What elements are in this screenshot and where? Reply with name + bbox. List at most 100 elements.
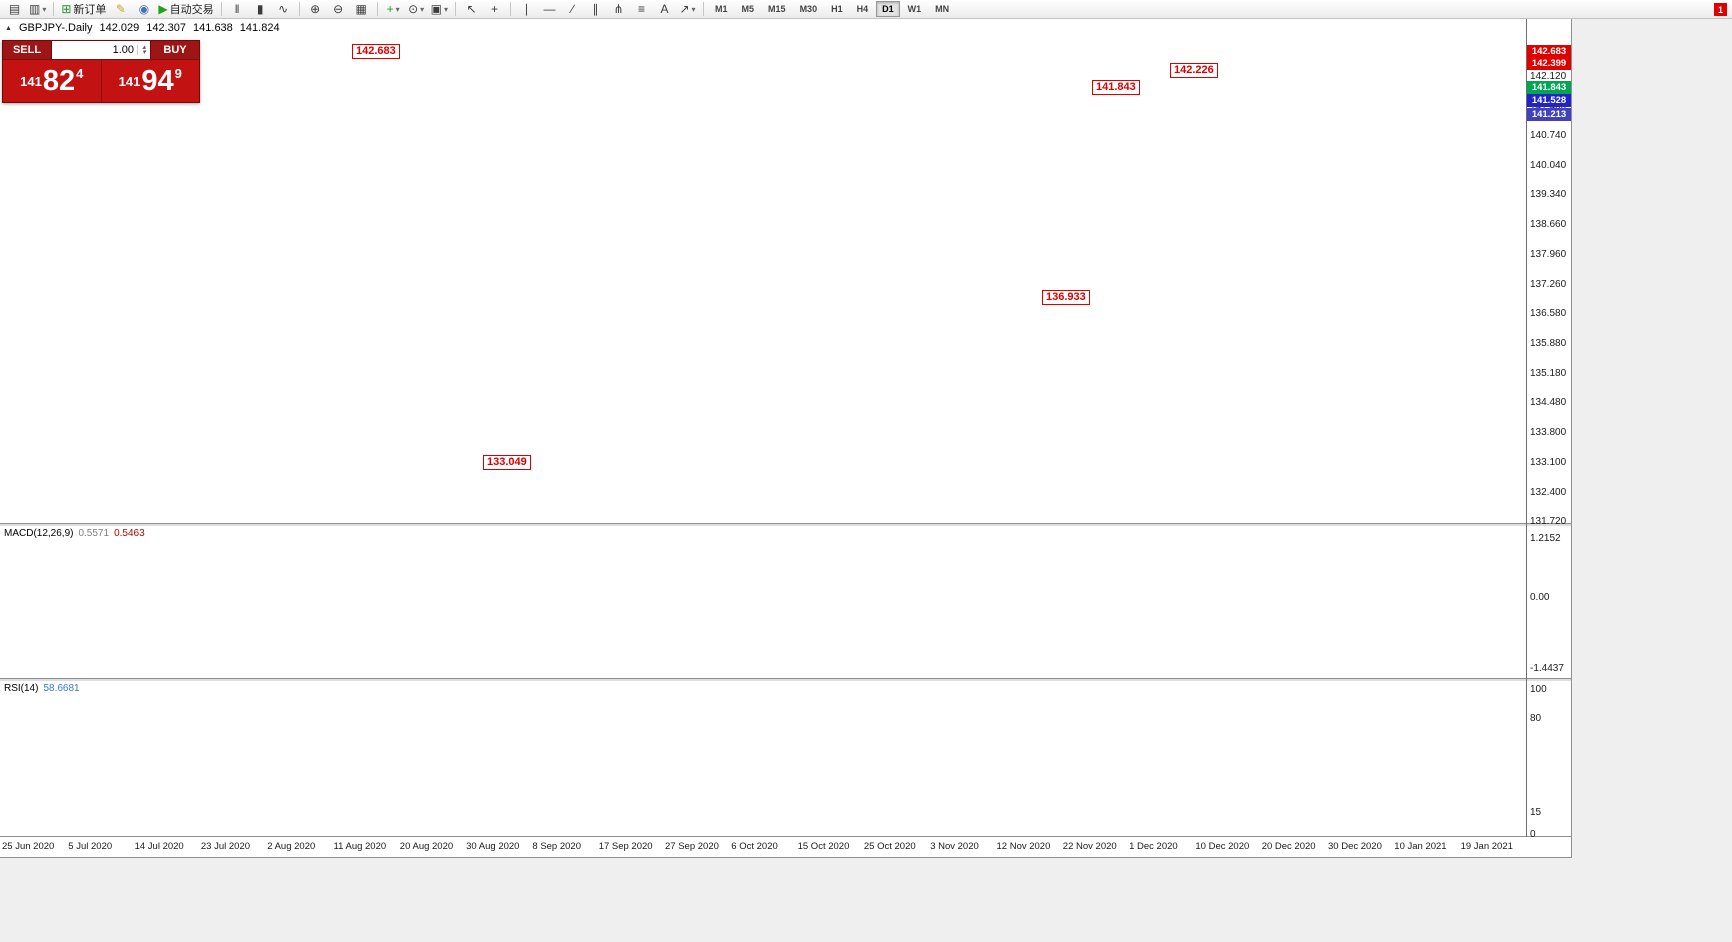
toolbar-icons: ▤ ▥ ▾ ⊞ 新订单 ✎ ◉ ▶ 自动交易 ‖ ▮ ∿ ⊕ ⊖ ▦ + ▾ ⊙ ▾ ▣ ▾ ↖ + ∣ ― ∕ ∥ ⋔ ≡ A ↗ ▾ [3, 0, 708, 18]
toolbar-separator [455, 2, 457, 16]
andrews-pitchfork-icon-glyph: ⋔ [613, 2, 624, 16]
macd-label: MACD(12,26,9) 0.5571 0.5463 [4, 528, 145, 539]
arrows-icon[interactable]: ↗ ▾ [676, 0, 699, 19]
macd-axis-label: 1.2152 [1530, 532, 1561, 544]
price-axis-label: 133.800 [1530, 426, 1567, 438]
text-label-icon[interactable]: A [653, 0, 676, 19]
sell-price[interactable]: 141 82 4 [3, 60, 102, 102]
periods-icon[interactable]: ⊙ ▾ [405, 0, 428, 19]
buy-button[interactable]: BUY [163, 44, 187, 56]
ohlc-open: 142.029 [99, 22, 140, 34]
stepper-up-icon[interactable]: ▴ [142, 44, 146, 51]
zoom-in-icon[interactable]: ⊕ [304, 0, 327, 19]
price-axis-label: 138.660 [1530, 218, 1567, 230]
price-axis-label: 137.960 [1530, 248, 1567, 260]
vertical-line-icon[interactable]: ∣ [515, 0, 538, 19]
window-bottom-border [0, 857, 1572, 858]
templates-icon[interactable]: ▣ ▾ [428, 0, 451, 19]
price-annotation[interactable]: 142.226 [1170, 63, 1218, 78]
autotrading-button[interactable]: ▶ 自动交易 [155, 0, 216, 19]
ohlc-close: 141.824 [239, 22, 280, 34]
sell-button[interactable]: SELL [12, 44, 42, 56]
cursor-icon-glyph: ↖ [466, 2, 477, 16]
periods-icon-glyph: ⊙ [408, 2, 419, 16]
new-chart-icon[interactable]: ▤ [3, 0, 26, 19]
timeframe-w1[interactable]: W1 [907, 4, 922, 14]
date-axis-label: 25 Oct 2020 [863, 841, 916, 852]
sell-price-sup: 4 [76, 66, 84, 81]
timeframe-h1[interactable]: H1 [831, 4, 843, 14]
stepper-down-icon[interactable]: ▾ [142, 49, 146, 56]
history-center-icon[interactable]: ◉ [132, 0, 155, 19]
dropdown-caret-icon: ▾ [420, 4, 425, 14]
fibonacci-icon[interactable]: ≡ [630, 0, 653, 19]
text-label-icon-glyph: A [660, 2, 669, 16]
panel-separator[interactable] [0, 523, 1571, 526]
date-axis-label: 22 Nov 2020 [1062, 841, 1117, 852]
trendline-icon[interactable]: ∕ [561, 0, 584, 19]
price-annotation[interactable]: 142.683 [352, 44, 400, 59]
price-marker-142.399: 142.399 [1527, 57, 1571, 71]
cursor-icon[interactable]: ↖ [460, 0, 483, 19]
date-axis-label: 20 Dec 2020 [1261, 841, 1316, 852]
crosshair-icon[interactable]: + [483, 0, 506, 19]
volume-input[interactable]: 1.00 ▴ ▾ [51, 41, 151, 59]
trendline-icon-glyph: ∕ [571, 2, 574, 16]
date-axis-label: 23 Jul 2020 [200, 841, 251, 852]
date-axis-label: 6 Oct 2020 [731, 841, 778, 852]
rsi-axis-label: 0 [1530, 829, 1536, 840]
indicators-icon[interactable]: + ▾ [382, 0, 405, 19]
date-axis-label: 8 Sep 2020 [532, 841, 581, 852]
rsi-value: 58.6681 [43, 683, 80, 694]
volume-stepper[interactable]: ▴ ▾ [137, 44, 150, 56]
date-axis-label: 14 Jul 2020 [134, 841, 184, 852]
tile-windows-icon[interactable]: ▦ [350, 0, 373, 19]
price-annotation[interactable]: 141.843 [1092, 80, 1140, 95]
timeframe-m5[interactable]: M5 [741, 4, 755, 14]
price-annotation[interactable]: 136.933 [1042, 290, 1090, 305]
candlestick-chart-icon[interactable]: ▮ [249, 0, 272, 19]
date-axis-label: 10 Jan 2021 [1394, 841, 1447, 852]
buy-price-sup: 9 [174, 66, 182, 81]
andrews-pitchfork-icon[interactable]: ⋔ [607, 0, 630, 19]
price-marker-141.213: 141.213 [1527, 107, 1571, 121]
timeframe-h4[interactable]: H4 [856, 4, 869, 14]
metaeditor-icon[interactable]: ✎ [109, 0, 132, 19]
price-axis-label: 136.580 [1530, 307, 1567, 319]
new-chart-icon-glyph: ▤ [8, 2, 21, 16]
chart-window [0, 19, 1572, 858]
horizontal-line-icon[interactable]: ― [538, 0, 561, 19]
horizontal-line-icon-glyph: ― [543, 2, 556, 16]
price-annotation[interactable]: 133.049 [483, 455, 531, 470]
tile-windows-icon-glyph: ▦ [355, 2, 367, 16]
timeframe-m15[interactable]: M15 [768, 4, 786, 14]
line-chart-icon[interactable]: ∿ [272, 0, 295, 19]
notification-badge[interactable]: 1 [1714, 3, 1727, 16]
price-axis-border [1526, 19, 1527, 837]
panel-separator[interactable] [0, 678, 1571, 681]
price-axis-label: 131.720 [1530, 515, 1567, 527]
equidistant-channel-icon[interactable]: ∥ [584, 0, 607, 19]
buy-price-big: 94 [141, 65, 174, 97]
price-axis-label: 133.100 [1530, 456, 1567, 468]
buy-price[interactable]: 141 94 9 [102, 60, 200, 102]
timeframe-m30[interactable]: M30 [799, 4, 818, 14]
date-axis-label: 20 Aug 2020 [399, 841, 454, 852]
price-marker-141.843: 141.843 [1527, 80, 1571, 94]
timeframe-mn[interactable]: MN [935, 4, 950, 14]
price-marker-142.683: 142.683 [1527, 44, 1571, 58]
bar-chart-icon[interactable]: ‖ [226, 0, 249, 19]
sell-price-prefix: 141 [20, 73, 42, 89]
timeframe-m1[interactable]: M1 [715, 4, 728, 14]
toolbar-separator [376, 2, 378, 16]
date-axis-label: 30 Dec 2020 [1328, 841, 1382, 852]
collapse-icon[interactable]: ▲ [5, 24, 12, 32]
macd-signal-value: 0.5463 [114, 528, 145, 539]
profiles-icon[interactable]: ▥ ▾ [26, 0, 49, 19]
zoom-out-icon[interactable]: ⊖ [327, 0, 350, 19]
rsi-axis-label: 15 [1530, 807, 1542, 819]
timeframe-d1[interactable]: D1 [876, 1, 900, 17]
date-axis-label: 11 Aug 2020 [333, 841, 387, 852]
new-order-button[interactable]: ⊞ 新订单 [58, 0, 109, 19]
